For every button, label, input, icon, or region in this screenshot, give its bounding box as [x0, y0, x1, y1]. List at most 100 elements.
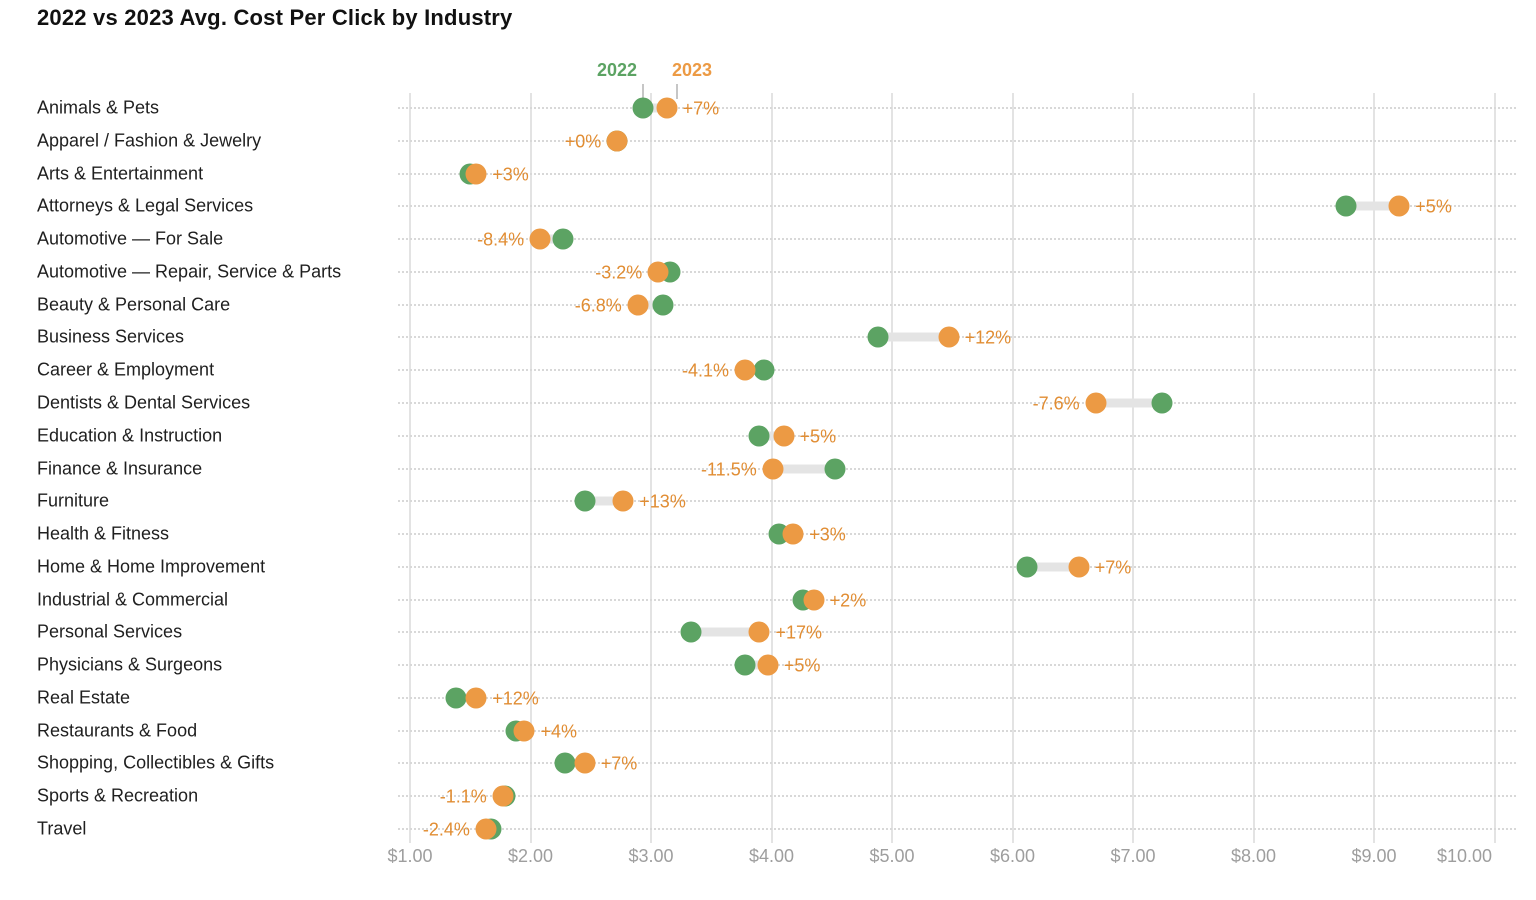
pct-change-label: +13% — [639, 491, 686, 512]
pct-change-label: +5% — [1415, 196, 1452, 217]
dot-2022 — [652, 294, 674, 316]
category-label: Arts & Entertainment — [37, 163, 204, 184]
row-dotted-line — [398, 172, 1516, 175]
dot-2022 — [1151, 392, 1173, 414]
pct-change-label: -4.1% — [681, 360, 729, 381]
pct-change-label: -2.4% — [422, 819, 470, 840]
dot-2023 — [475, 818, 497, 840]
pct-change-label: +12% — [964, 327, 1012, 348]
category-label: Automotive — Repair, Service & Parts — [37, 261, 342, 282]
dumbbell-connector — [1346, 201, 1400, 211]
legend-2023-label: 2023 — [672, 60, 713, 80]
pct-change-label: +7% — [1094, 557, 1132, 578]
dot-2023 — [465, 163, 487, 185]
dot-2022 — [1016, 556, 1038, 578]
dot-2022 — [734, 654, 756, 676]
category-label: Personal Services — [37, 621, 183, 642]
dot-2022 — [1335, 195, 1357, 217]
category-label: Home & Home Improvement — [37, 556, 266, 577]
pct-change-label: -11.5% — [701, 459, 757, 479]
dot-2023 — [529, 228, 551, 250]
category-label: Health & Fitness — [37, 523, 170, 544]
dot-2023 — [647, 261, 669, 283]
dot-2023 — [734, 359, 756, 381]
row-dotted-line — [398, 369, 1516, 372]
legend-2022-label: 2022 — [596, 60, 637, 80]
category-label: Real Estate — [37, 687, 131, 708]
dumbbell-connector — [584, 496, 624, 506]
dumbbell-connector — [759, 431, 784, 441]
row-dotted-line — [398, 598, 1516, 601]
pct-change-label: +12% — [492, 688, 539, 709]
row-dotted-line — [398, 762, 1516, 765]
dot-2023 — [574, 752, 596, 774]
row-dotted-line — [398, 434, 1516, 437]
dumbbell-connector — [540, 234, 564, 244]
pct-change-label: +7% — [600, 753, 638, 774]
dumbbell-connector — [690, 627, 760, 637]
category-label: Physicians & Surgeons — [37, 654, 223, 675]
pct-change-label: +17% — [775, 622, 822, 643]
dumbbell-connector — [642, 103, 667, 113]
dot-2023 — [1068, 556, 1090, 578]
pct-change-label: +3% — [809, 524, 846, 545]
dot-2022 — [554, 752, 576, 774]
pct-change-label: +4% — [540, 721, 577, 742]
pct-change-label: -6.8% — [574, 295, 622, 316]
dumbbell-connector — [772, 464, 836, 473]
dot-2022 — [574, 490, 596, 512]
row-dotted-line — [398, 565, 1516, 568]
row-dotted-line — [398, 139, 1516, 142]
row-dotted-line — [398, 500, 1516, 503]
dot-2023 — [656, 97, 678, 119]
category-label: Shopping, Collectibles & Gifts — [37, 752, 275, 773]
x-axis-tick-label: $7.00 — [1110, 846, 1156, 866]
dot-2022 — [680, 621, 702, 643]
row-dotted-line — [398, 205, 1516, 208]
dot-2022 — [753, 359, 775, 381]
category-label: Sports & Recreation — [37, 785, 199, 806]
x-axis-tick-label: $3.00 — [628, 846, 674, 866]
category-label: Education & Instruction — [37, 425, 223, 446]
x-axis-tick-label: $6.00 — [989, 846, 1036, 866]
dot-2023 — [748, 621, 770, 643]
category-label: Business Services — [37, 326, 185, 347]
pct-change-label: +5% — [783, 655, 821, 676]
dot-2023 — [1388, 195, 1410, 217]
category-label: Dentists & Dental Services — [37, 392, 251, 413]
row-dotted-line — [398, 270, 1516, 273]
legend-2022-pointer-line — [641, 84, 644, 99]
dot-2023 — [492, 785, 514, 807]
x-axis-tick-label: $9.00 — [1351, 846, 1397, 866]
dot-2022 — [632, 97, 654, 119]
pct-change-label: +7% — [682, 98, 720, 119]
dot-2022 — [824, 458, 846, 479]
x-axis-tick-label: $10.00 — [1436, 846, 1492, 866]
pct-change-label: +3% — [492, 164, 529, 185]
chart-title: 2022 vs 2023 Avg. Cost Per Click by Indu… — [37, 5, 513, 30]
category-label: Career & Employment — [37, 359, 215, 380]
row-dotted-line — [398, 729, 1516, 732]
dot-2022 — [445, 687, 467, 709]
row-dotted-line — [398, 533, 1516, 536]
dot-2022 — [552, 228, 574, 250]
dot-2022 — [748, 425, 770, 447]
dot-2023 — [782, 523, 804, 545]
category-label: Automotive — For Sale — [37, 228, 224, 249]
row-dotted-line — [398, 467, 1516, 470]
dumbbell-connector — [1026, 562, 1079, 572]
row-dotted-line — [398, 664, 1516, 667]
dot-2023 — [773, 425, 795, 447]
category-label: Attorneys & Legal Services — [37, 195, 254, 216]
row-dotted-line — [398, 631, 1516, 634]
x-axis-tick-label: $1.00 — [387, 846, 433, 866]
dot-2023 — [627, 294, 649, 316]
category-label: Industrial & Commercial — [37, 589, 229, 610]
dot-2022 — [867, 326, 889, 348]
legend-2023-pointer-line — [675, 84, 678, 99]
dot-2023 — [612, 490, 634, 512]
dot-2023 — [1085, 392, 1107, 414]
row-dotted-line — [398, 795, 1516, 798]
category-label: Finance & Insurance — [37, 458, 203, 478]
x-axis-tick-label: $8.00 — [1230, 846, 1277, 866]
